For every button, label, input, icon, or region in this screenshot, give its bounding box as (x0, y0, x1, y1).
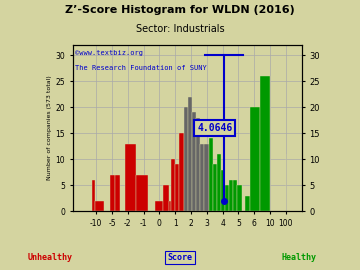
Bar (111, 175, 115, 211)
Bar (229, 180, 233, 211)
Bar (260, 76, 270, 211)
Bar (179, 133, 184, 211)
Bar (196, 118, 200, 211)
Bar (168, 201, 171, 211)
Bar (175, 164, 179, 211)
Bar (171, 159, 175, 211)
Bar (95, 201, 104, 211)
Bar (250, 107, 260, 211)
Bar (233, 180, 237, 211)
Bar (163, 185, 168, 211)
Bar (245, 196, 250, 211)
Bar (225, 185, 229, 211)
Bar (115, 175, 120, 211)
Bar (210, 139, 213, 211)
Bar (213, 164, 217, 211)
Text: 4.0646: 4.0646 (197, 123, 233, 133)
Bar (136, 175, 148, 211)
Bar (156, 201, 163, 211)
Bar (237, 185, 242, 211)
Text: The Research Foundation of SUNY: The Research Foundation of SUNY (75, 65, 207, 71)
Text: Unhealthy: Unhealthy (28, 253, 73, 262)
Text: Sector: Industrials: Sector: Industrials (136, 24, 224, 34)
Bar (192, 112, 196, 211)
Bar (125, 144, 136, 211)
Bar (188, 97, 192, 211)
Text: Healthy: Healthy (281, 253, 316, 262)
Bar (200, 144, 204, 211)
Text: Z’-Score Histogram for WLDN (2016): Z’-Score Histogram for WLDN (2016) (65, 5, 295, 15)
Text: ©www.textbiz.org: ©www.textbiz.org (75, 50, 143, 56)
Bar (221, 170, 225, 211)
Bar (184, 107, 188, 211)
Y-axis label: Number of companies (573 total): Number of companies (573 total) (48, 76, 53, 180)
Bar (204, 144, 210, 211)
Text: Score: Score (167, 253, 193, 262)
Bar (91, 180, 95, 211)
Bar (217, 154, 221, 211)
